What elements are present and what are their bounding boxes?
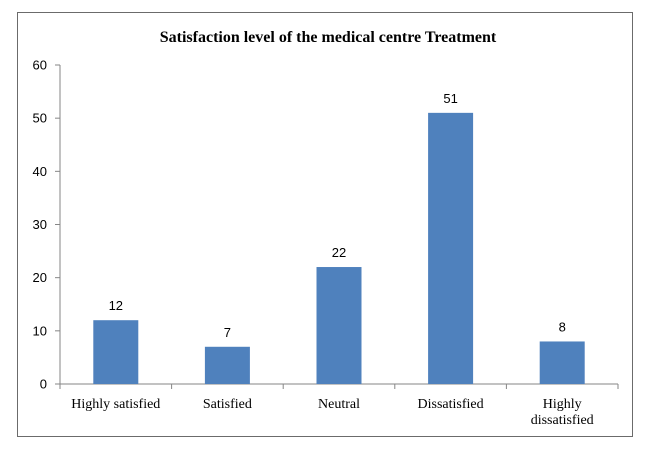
data-label: 51 (443, 91, 457, 106)
data-label: 22 (332, 245, 346, 260)
x-tick-label-line: dissatisfied (531, 413, 594, 428)
x-tick-label-line: Satisfied (203, 397, 252, 412)
bar (428, 112, 474, 384)
x-tick-label-line: Neutral (318, 397, 360, 412)
data-label: 12 (109, 298, 123, 313)
axes: 0 10 20 30 40 50 60 (33, 58, 619, 392)
bars (93, 112, 585, 384)
labels: 12 Highly satisfied 7 Satisfied 22 Neutral 51 D… (71, 91, 593, 428)
x-tick-label: Highly dissatisfied (531, 397, 594, 428)
x-tick-label: Satisfied (203, 397, 252, 412)
y-tick-label: 60 (33, 58, 47, 73)
y-tick-label: 0 (40, 377, 47, 392)
x-tick-label-line: Highly (543, 397, 582, 412)
y-tick-label: 40 (33, 164, 47, 179)
y-tick-label: 30 (33, 217, 47, 232)
data-label: 8 (559, 319, 566, 334)
bar (204, 346, 250, 384)
x-tick-label: Dissatisfied (418, 397, 484, 412)
x-tick-label: Neutral (318, 397, 360, 412)
bar (93, 320, 139, 384)
bar (539, 341, 585, 384)
x-tick-label: Highly satisfied (71, 397, 160, 412)
x-tick-label-line: Highly satisfied (71, 397, 160, 412)
data-label: 7 (224, 325, 231, 340)
chart-title: Satisfaction level of the medical centre… (160, 29, 497, 46)
y-tick-label: 20 (33, 270, 47, 285)
y-tick-label: 10 (33, 323, 47, 338)
y-tick-label: 50 (33, 111, 47, 126)
x-tick-label-line: Dissatisfied (418, 397, 484, 412)
bar (316, 267, 362, 384)
